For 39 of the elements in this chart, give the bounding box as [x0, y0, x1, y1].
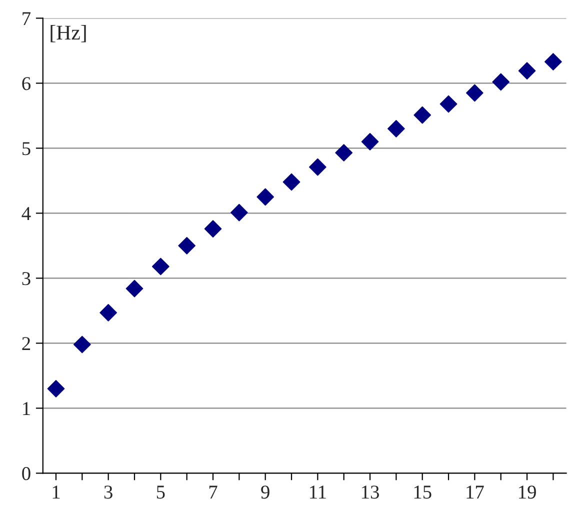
point [100, 304, 118, 322]
point [73, 336, 91, 354]
y-tick-label: 6 [22, 77, 31, 90]
x-tick-label: 3 [104, 486, 112, 499]
point [126, 280, 144, 298]
x-tick-label: 11 [310, 486, 326, 498]
point [518, 62, 536, 80]
x-tick-label: 9 [261, 486, 270, 499]
x-tick-label: 19 [519, 486, 536, 499]
point [335, 144, 353, 162]
y-axis-title: [Hz] [50, 25, 86, 42]
point [204, 220, 222, 238]
point [47, 380, 65, 398]
y-tick-label: 3 [22, 272, 30, 286]
x-tick-label: 7 [209, 486, 218, 498]
point [178, 237, 196, 254]
point [361, 133, 379, 150]
y-tick-label: 4 [22, 207, 31, 220]
point [388, 120, 405, 138]
point [414, 106, 432, 124]
point [230, 204, 248, 222]
y-tick-label: 7 [22, 12, 31, 25]
point [440, 95, 458, 113]
point [492, 73, 510, 91]
x-tick-label: 15 [414, 486, 432, 499]
x-tick-label: 17 [466, 486, 484, 498]
point [308, 158, 326, 176]
y-tick-label: 5 [22, 142, 30, 156]
point [152, 258, 170, 276]
point [466, 84, 484, 102]
point [256, 188, 274, 206]
x-tick-label: 5 [156, 486, 165, 499]
y-tick-label: 2 [22, 337, 30, 350]
x-tick-label: 13 [362, 486, 379, 499]
point [282, 173, 300, 191]
y-tick-label: 0 [22, 467, 30, 480]
y-tick-label: 1 [23, 402, 30, 415]
point [544, 53, 562, 70]
x-tick-label: 1 [52, 486, 60, 498]
